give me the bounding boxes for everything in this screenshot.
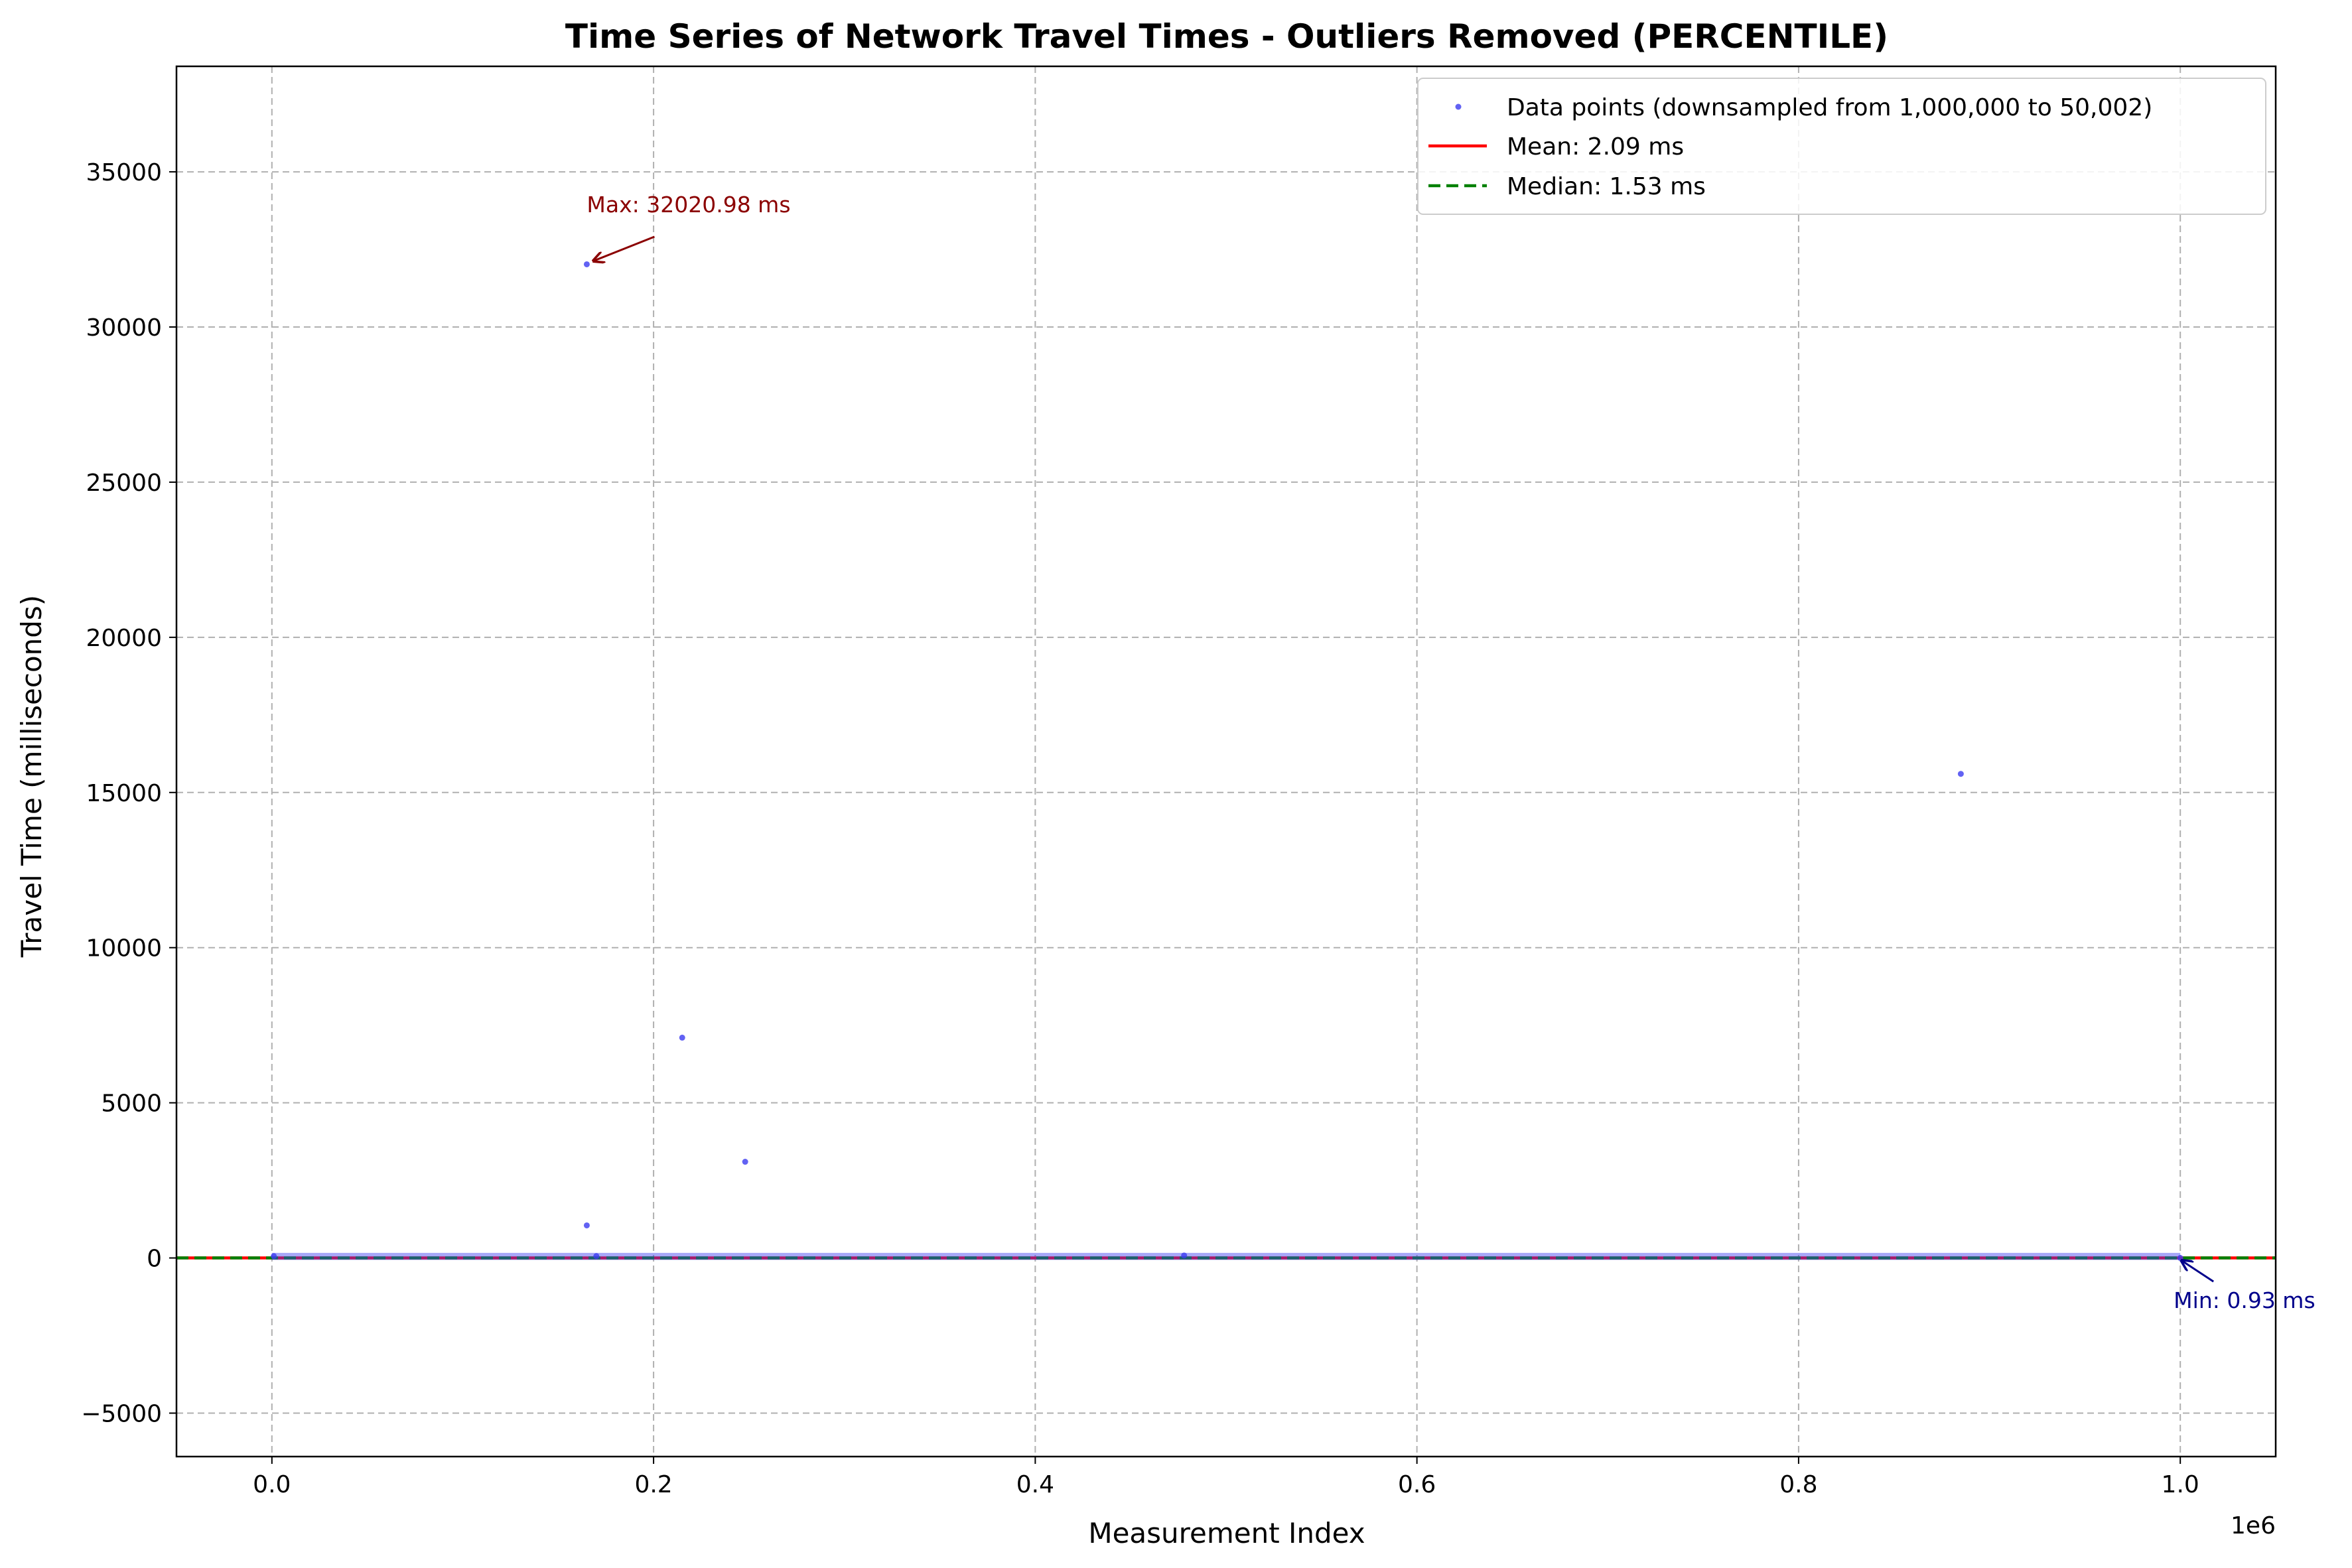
y-tick-label: 15000 — [86, 780, 162, 807]
legend-label-median: Median: 1.53 ms — [1507, 173, 1706, 200]
min-annotation-label: Min: 0.93 ms — [2174, 1287, 2315, 1313]
data-point — [271, 1253, 277, 1260]
y-axis-ticks: −5000 0 5000 10000 15000 20000 25000 30000 35000 — [81, 159, 176, 1428]
x-axis-offset-label: 1e6 — [2231, 1512, 2276, 1539]
baseline-band — [271, 1252, 2181, 1260]
y-tick-label: 25000 — [86, 470, 162, 497]
y-tick-label: 20000 — [86, 625, 162, 652]
legend-label-mean: Mean: 2.09 ms — [1507, 133, 1684, 161]
min-annotation-arrow — [2181, 1261, 2215, 1283]
x-tick-label: 0.6 — [1398, 1471, 1436, 1498]
data-point — [593, 1253, 600, 1260]
x-tick-label: 0.4 — [1016, 1471, 1054, 1498]
y-axis-label: Travel Time (milliseconds) — [15, 595, 48, 958]
y-tick-label: 5000 — [101, 1090, 162, 1118]
annotations: Max: 32020.98 ms Min: 0.93 ms — [587, 192, 2315, 1313]
data-point — [1957, 771, 1964, 777]
x-axis-ticks: 0.0 0.2 0.4 0.6 0.8 1.0 — [253, 1457, 2199, 1498]
y-tick-label: 35000 — [86, 159, 162, 186]
x-tick-label: 0.0 — [253, 1471, 291, 1498]
chart-title: Time Series of Network Travel Times - Ou… — [565, 17, 1888, 56]
x-tick-label: 0.2 — [634, 1471, 672, 1498]
legend: Data points (downsampled from 1,000,000 … — [1417, 78, 2266, 215]
y-tick-label: 0 — [147, 1246, 162, 1273]
legend-swatch-data-points — [1455, 103, 1462, 110]
x-axis-label: Measurement Index — [1088, 1517, 1365, 1549]
x-tick-label: 0.8 — [1779, 1471, 1817, 1498]
grid — [176, 66, 2276, 1457]
data-point — [679, 1034, 685, 1041]
max-annotation-label: Max: 32020.98 ms — [587, 192, 790, 218]
data-point — [583, 1222, 590, 1228]
y-tick-label: 10000 — [86, 935, 162, 962]
data-points — [271, 261, 2183, 1262]
plot-frame — [175, 65, 2277, 1458]
legend-label-data-points: Data points (downsampled from 1,000,000 … — [1507, 94, 2152, 121]
dense-baseline-points — [271, 1252, 2181, 1260]
legend-box — [1417, 78, 2266, 215]
y-tick-label: 30000 — [86, 314, 162, 342]
x-tick-label: 1.0 — [2162, 1471, 2199, 1498]
data-point — [583, 261, 590, 267]
data-point — [1181, 1252, 1188, 1259]
data-point — [742, 1159, 748, 1165]
y-tick-label: −5000 — [81, 1401, 162, 1428]
max-annotation-arrow — [593, 235, 655, 261]
